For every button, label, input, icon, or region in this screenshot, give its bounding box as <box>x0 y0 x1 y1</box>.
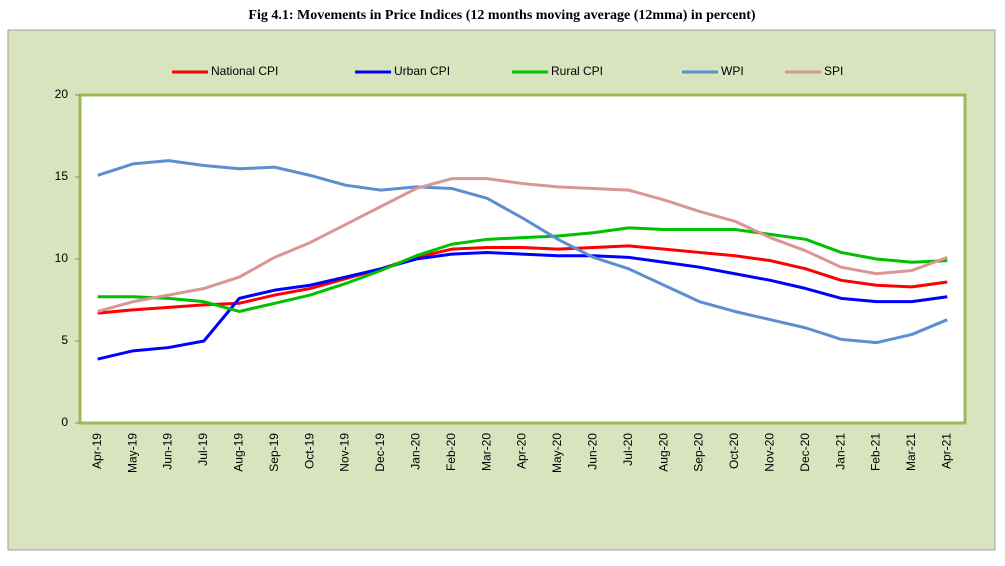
x-tick-label: Jan-20 <box>408 433 422 470</box>
x-tick-label: Sep-19 <box>267 433 281 472</box>
series-line <box>97 244 948 315</box>
legend-label: WPI <box>721 64 744 78</box>
x-tick-label: Mar-20 <box>479 433 493 471</box>
x-tick-label: Jun-19 <box>161 433 175 470</box>
x-tick-label: Sep-20 <box>692 433 706 472</box>
x-tick-label: Jul-19 <box>196 433 210 466</box>
x-tick-label: Mar-21 <box>904 433 918 471</box>
x-tick-label: Nov-20 <box>762 433 776 472</box>
legend-label: National CPI <box>211 64 278 78</box>
x-tick-label: Jan-21 <box>833 433 847 470</box>
chart-title: Fig 4.1: Movements in Price Indices (12 … <box>248 8 755 23</box>
x-tick-label: Apr-20 <box>515 433 529 469</box>
plot-area <box>78 93 967 425</box>
x-tick-label: Feb-21 <box>869 433 883 471</box>
y-tick-label: 0 <box>61 415 68 429</box>
x-tick-label: Oct-20 <box>727 433 741 469</box>
x-tick-label: May-20 <box>550 433 564 473</box>
x-tick-label: Aug-20 <box>656 433 670 472</box>
x-tick-label: Apr-21 <box>939 433 953 469</box>
series-line <box>97 177 948 313</box>
x-tick-label: Oct-19 <box>302 433 316 469</box>
series-line <box>97 159 948 345</box>
legend-label: Urban CPI <box>394 64 450 78</box>
y-tick-label: 5 <box>61 333 68 347</box>
x-tick-label: Jun-20 <box>585 433 599 470</box>
y-tick-label: 15 <box>55 169 69 183</box>
y-tick-label: 20 <box>55 87 69 101</box>
x-tick-label: May-19 <box>125 433 139 473</box>
x-tick-label: Dec-20 <box>798 433 812 472</box>
legend-label: SPI <box>824 64 843 78</box>
x-tick-label: Feb-20 <box>444 433 458 471</box>
legend-label: Rural CPI <box>551 64 603 78</box>
x-tick-label: Jul-20 <box>621 433 635 466</box>
x-tick-label: Dec-19 <box>373 433 387 472</box>
series-line <box>97 250 948 361</box>
x-tick-label: Nov-19 <box>338 433 352 472</box>
x-tick-label: Aug-19 <box>231 433 245 472</box>
series-line <box>97 226 948 313</box>
y-tick-label: 10 <box>55 251 69 265</box>
x-tick-label: Apr-19 <box>90 433 104 469</box>
